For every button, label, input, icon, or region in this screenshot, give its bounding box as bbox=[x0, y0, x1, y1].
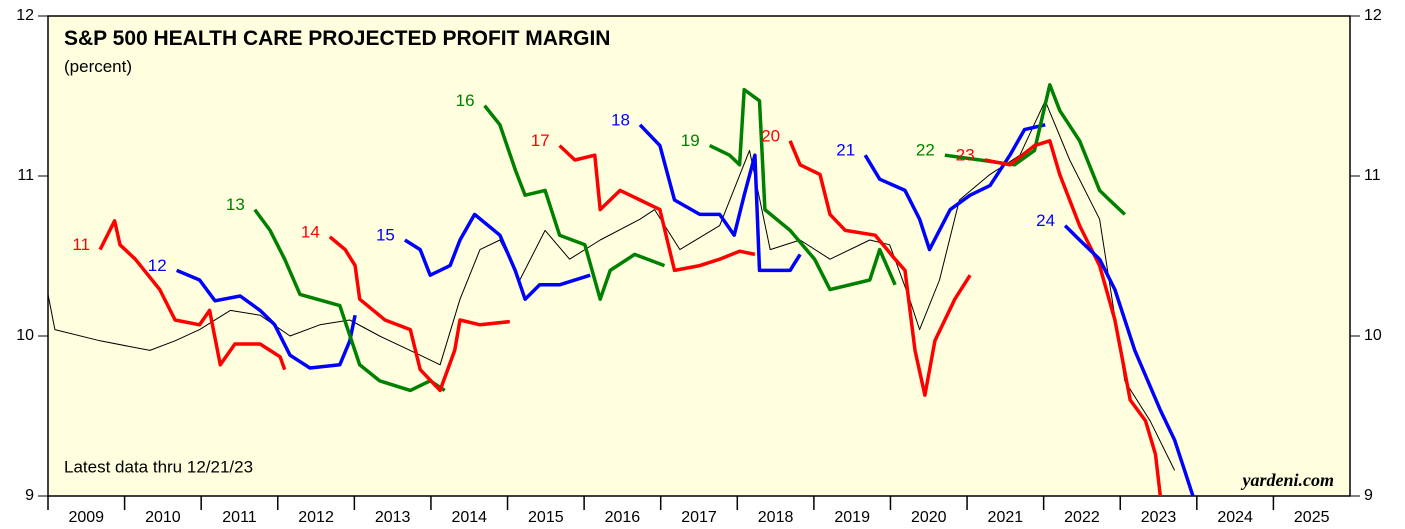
series-label: 12 bbox=[148, 256, 167, 275]
x-tick-label: 2022 bbox=[1064, 509, 1100, 526]
y-tick-label: 10 bbox=[16, 327, 34, 344]
plot-area bbox=[47, 15, 1351, 497]
x-tick-label: 2018 bbox=[758, 509, 794, 526]
annotation: Latest data thru 12/21/23 bbox=[64, 457, 253, 476]
series-line bbox=[1063, 224, 1195, 496]
series-label: 17 bbox=[531, 131, 550, 150]
chart-subtitle: (percent) bbox=[64, 57, 132, 76]
x-tick-label: 2023 bbox=[1141, 509, 1177, 526]
x-tick-label: 2020 bbox=[911, 509, 947, 526]
x-tick-label: 2012 bbox=[298, 509, 334, 526]
y-tick-label: 11 bbox=[1364, 167, 1381, 184]
y-tick-label: 12 bbox=[1364, 7, 1382, 24]
series-label: 13 bbox=[226, 195, 245, 214]
y-tick-label: 12 bbox=[16, 7, 34, 24]
x-tick-label: 2014 bbox=[451, 509, 487, 526]
lines bbox=[48, 83, 1195, 496]
series-label: 15 bbox=[376, 225, 395, 244]
series-line bbox=[638, 123, 802, 273]
y-tick-label: 9 bbox=[25, 487, 34, 504]
series-label: 23 bbox=[956, 145, 975, 164]
series-line bbox=[984, 139, 1163, 496]
series-line bbox=[176, 268, 357, 370]
series-label: 24 bbox=[1036, 211, 1055, 230]
x-tick-label: 2009 bbox=[68, 509, 104, 526]
series-label: 11 bbox=[72, 235, 90, 254]
series-line bbox=[328, 235, 510, 393]
series-line bbox=[98, 219, 287, 371]
x-tick-label: 2015 bbox=[528, 509, 564, 526]
series-line bbox=[558, 144, 756, 273]
series-label: 16 bbox=[456, 91, 475, 110]
x-tick-label: 2011 bbox=[222, 509, 257, 526]
x-tick-label: 2013 bbox=[375, 509, 411, 526]
series-line bbox=[863, 123, 1046, 252]
series-label: 20 bbox=[761, 126, 780, 145]
x-tick-label: 2017 bbox=[681, 509, 717, 526]
y-tick-label: 9 bbox=[1364, 487, 1373, 504]
series-label: 19 bbox=[681, 131, 700, 150]
x-tick-label: 2021 bbox=[988, 509, 1024, 526]
series-label: 22 bbox=[916, 141, 935, 160]
y-tick-label: 11 bbox=[17, 167, 34, 184]
series-line bbox=[788, 140, 972, 397]
series-label: 14 bbox=[301, 222, 320, 241]
series-line bbox=[403, 212, 591, 301]
series-line bbox=[483, 104, 666, 301]
annotation: yardeni.com bbox=[1241, 470, 1335, 490]
x-tick-label: 2010 bbox=[145, 509, 181, 526]
chart-title: S&P 500 HEALTH CARE PROJECTED PROFIT MAR… bbox=[64, 27, 610, 50]
series-label: 18 bbox=[611, 110, 630, 129]
x-tick-label: 2024 bbox=[1217, 509, 1253, 526]
y-tick-label: 10 bbox=[1364, 327, 1382, 344]
series-line bbox=[253, 208, 446, 393]
x-tick-label: 2019 bbox=[834, 509, 870, 526]
x-tick-label: 2016 bbox=[605, 509, 641, 526]
series-label: 21 bbox=[836, 141, 855, 160]
x-tick-label: 2025 bbox=[1294, 509, 1330, 526]
series-line bbox=[48, 100, 1176, 471]
series-line bbox=[708, 87, 897, 292]
